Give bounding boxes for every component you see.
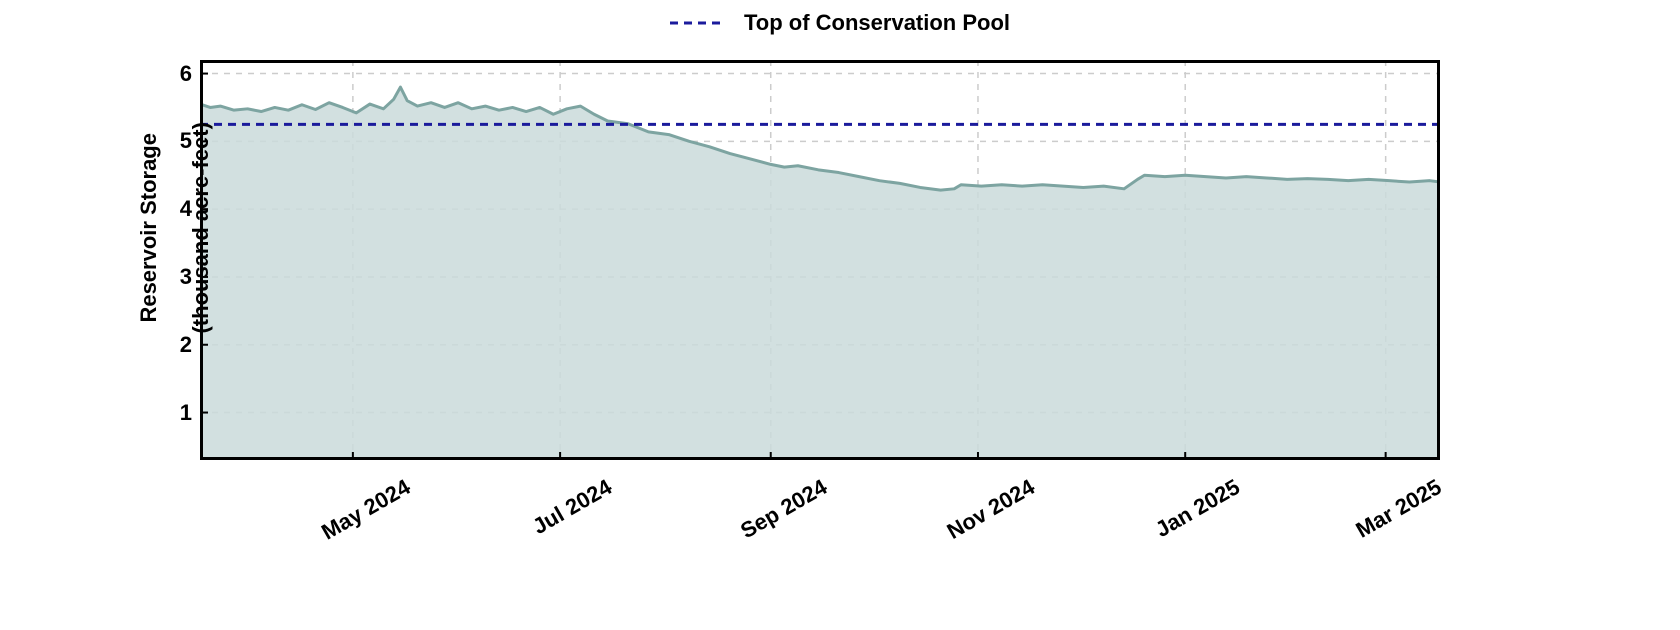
legend: Top of Conservation Pool [0,10,1680,37]
x-tick-label: Sep 2024 [736,474,832,544]
x-tick-label: Jan 2025 [1151,474,1245,543]
y-tick-label: 5 [162,128,192,154]
y-tick-label: 4 [162,196,192,222]
y-tick-label: 3 [162,264,192,290]
y-tick-label: 1 [162,400,192,426]
y-tick-label: 2 [162,332,192,358]
y-tick-label: 6 [162,61,192,87]
plot-area [200,60,1440,460]
legend-swatch-dashed-line-icon [670,9,726,35]
x-tick-label: Mar 2025 [1351,474,1446,544]
x-tick-label: Jul 2024 [528,474,616,540]
chart-container: Top of Conservation Pool Reservoir Stora… [0,0,1680,630]
legend-label: Top of Conservation Pool [744,10,1010,35]
x-tick-label: Nov 2024 [943,474,1040,545]
x-tick-label: May 2024 [317,474,415,545]
